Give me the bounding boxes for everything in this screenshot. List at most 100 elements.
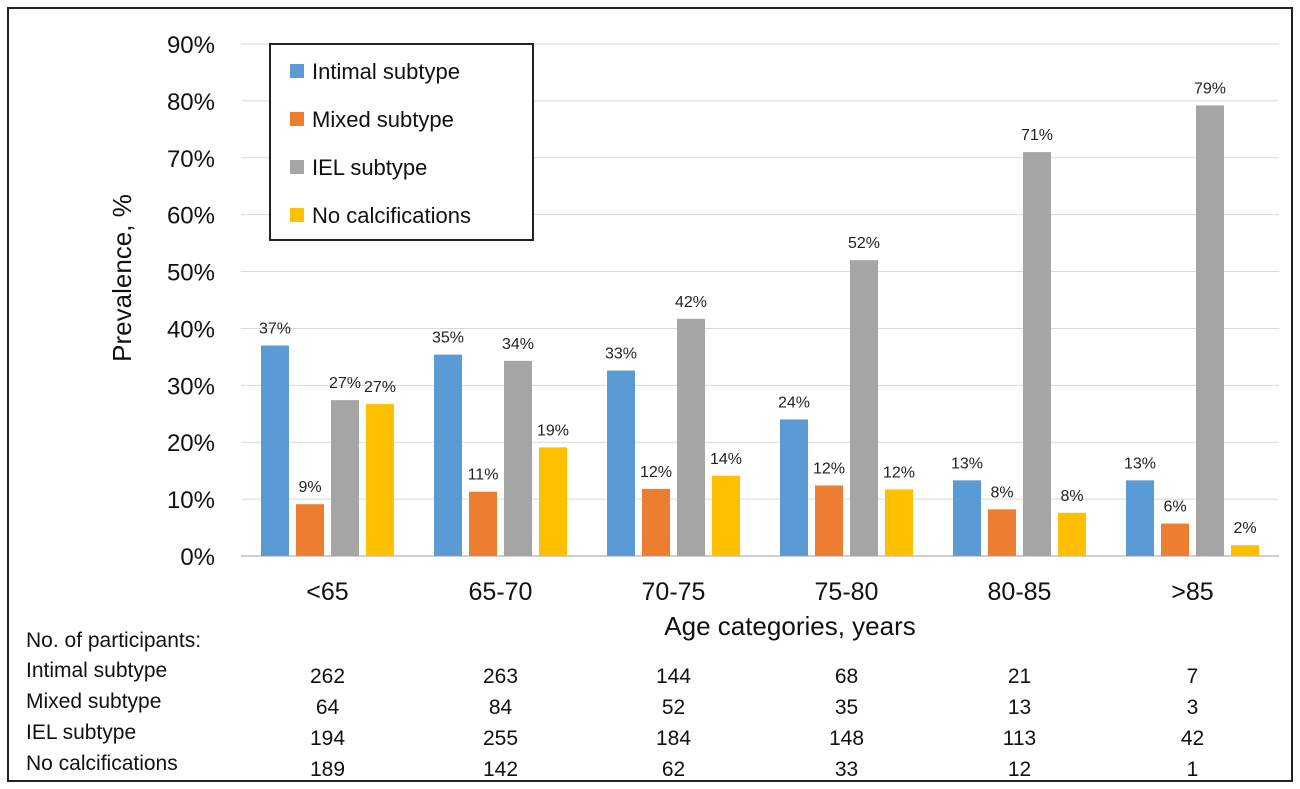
table-cell: 184 [656,727,691,750]
bar [988,509,1016,556]
table-cell: 262 [310,665,345,688]
data-label: 24% [778,394,810,411]
data-label: 13% [1124,455,1156,472]
x-axis-ticks: <65 65-70 70-75 75-80 80-85 >85 [306,578,1213,606]
table-cell: 148 [829,727,864,750]
table-row-label: No calcifications [26,752,178,775]
bar [780,419,808,556]
bar [539,447,567,556]
bar [712,475,740,556]
table-cell: 84 [489,696,513,719]
bar [815,485,843,556]
bar [261,345,289,556]
table-row-label: Mixed subtype [26,690,161,713]
y-tick-label: 70% [167,146,215,173]
y-tick-label: 10% [167,487,215,514]
table-cell: 144 [656,665,691,688]
y-tick-label: 0% [180,544,215,571]
data-label: 34% [502,336,534,353]
bar [366,404,394,556]
data-label: 13% [951,455,983,472]
data-labels: 37% 35% 33% 24% 13% 13% 9% 11% 12% 12% 8% 6% 27% 34% 4… [259,80,1257,537]
bar [885,489,913,556]
participants-heading: No. of participants: [26,629,201,652]
y-tick-label: 40% [167,316,215,343]
data-label: 12% [883,464,915,481]
data-label: 12% [813,460,845,477]
data-label: 6% [1163,499,1186,516]
legend: Intimal subtype Mixed subtype IEL subtype N… [269,43,534,241]
table-cell: 35 [835,696,858,719]
y-axis-ticks: 0% 10% 20% 30% 40% 50% 60% 70% 80% 90% [167,32,215,571]
legend-label: Mixed subtype [312,107,454,132]
y-tick-label: 50% [167,260,215,287]
table-cell: 52 [662,696,685,719]
y-tick-label: 90% [167,32,215,59]
bar [642,488,670,556]
table-row-label: IEL subtype [26,721,136,744]
data-label: 27% [329,375,361,392]
table-row-label: Intimal subtype [26,659,167,682]
table-cell: 255 [483,727,518,750]
table-cell: 189 [310,758,345,781]
table-cell: 3 [1187,696,1199,719]
bar [677,318,705,556]
data-label: 27% [364,379,396,396]
data-label: 71% [1021,127,1053,144]
table-cell: 12 [1008,758,1031,781]
data-label: 9% [298,479,321,496]
bar [607,370,635,556]
bar [1058,512,1086,556]
data-label: 33% [605,346,637,363]
table-cell: 194 [310,727,345,750]
table-cell: 113 [1003,727,1036,750]
participants-table: No. of participants: Intimal subtype 262 2… [26,629,1204,781]
data-label: 37% [259,321,291,338]
legend-swatch [290,160,304,174]
data-label: 14% [710,451,742,468]
legend-swatch [290,208,304,222]
table-cell: 263 [483,665,518,688]
table-cell: 142 [483,758,518,781]
x-tick-label: 70-75 [642,578,706,606]
legend-box [269,43,534,241]
table-cell: 13 [1008,696,1031,719]
bar [1196,105,1224,556]
legend-label: IEL subtype [312,155,427,180]
x-tick-label: 75-80 [815,578,879,606]
bar [296,504,324,556]
x-tick-label: <65 [306,578,348,606]
x-tick-label: >85 [1171,578,1213,606]
bar [1161,523,1189,556]
legend-swatch [290,112,304,126]
legend-label: Intimal subtype [312,59,460,84]
y-tick-label: 30% [167,373,215,400]
bar [434,354,462,556]
table-cell: 64 [316,696,340,719]
table-cell: 68 [835,665,858,688]
bar [331,400,359,556]
bar [850,260,878,556]
data-label: 52% [848,235,880,252]
data-label: 2% [1233,520,1256,537]
y-tick-label: 60% [167,203,215,230]
y-tick-label: 80% [167,89,215,116]
legend-swatch [290,64,304,78]
figure-frame [7,7,1293,782]
table-cell: 42 [1181,727,1204,750]
bar [953,480,981,556]
data-label: 12% [640,464,672,481]
bars [261,105,1259,557]
bar [504,360,532,556]
bar [1231,545,1259,556]
data-label: 42% [675,294,707,311]
y-tick-label: 20% [167,430,215,457]
y-axis-title: Prevalence, % [107,194,137,362]
bar [469,491,497,556]
data-label: 79% [1194,80,1226,97]
x-axis-title: Age categories, years [664,611,915,641]
data-label: 8% [1060,488,1083,505]
bar [1126,480,1154,556]
table-cell: 21 [1008,665,1031,688]
